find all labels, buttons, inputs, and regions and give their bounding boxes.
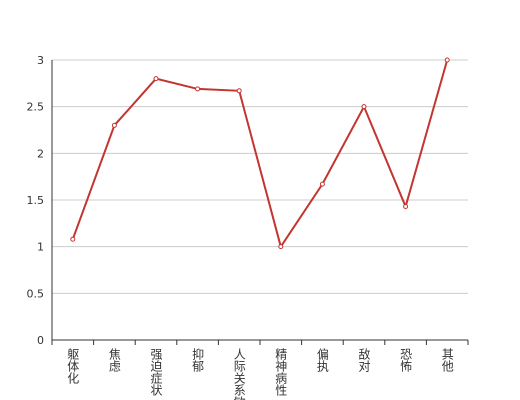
x-tick-label: 躯体化: [66, 347, 80, 385]
x-tick-label: 敌对: [357, 347, 371, 372]
point: [236, 88, 242, 94]
point: [111, 122, 117, 128]
x-tick-label: 人际关系敏感: [232, 348, 246, 400]
point: [319, 181, 325, 187]
x-tick-label: 其他: [440, 348, 454, 372]
point: [444, 57, 450, 63]
y-tick-label: 1.5: [27, 194, 45, 207]
x-tick-label: 精神病性: [274, 348, 288, 397]
y-tick-label: 2: [37, 147, 44, 160]
y-tick-label: 2.5: [27, 101, 45, 114]
point: [195, 86, 201, 92]
line: [71, 59, 449, 250]
x-tick-label: 偏执: [315, 347, 329, 373]
x-tick-label: 抑郁: [191, 347, 205, 373]
point: [361, 104, 367, 110]
x-tick-label: 恐怖: [399, 348, 413, 372]
x-tick-label: 强迫症状: [149, 348, 163, 396]
point: [153, 76, 159, 82]
y-tick-label: 0.5: [27, 287, 45, 300]
y-tick-label: 1: [37, 241, 44, 254]
point: [70, 236, 76, 242]
point: [278, 244, 284, 250]
point: [403, 204, 409, 210]
y-tick-label: 3: [37, 54, 44, 67]
x-tick-label: 焦虑: [107, 348, 121, 372]
y-tick-label: 0: [37, 334, 44, 347]
